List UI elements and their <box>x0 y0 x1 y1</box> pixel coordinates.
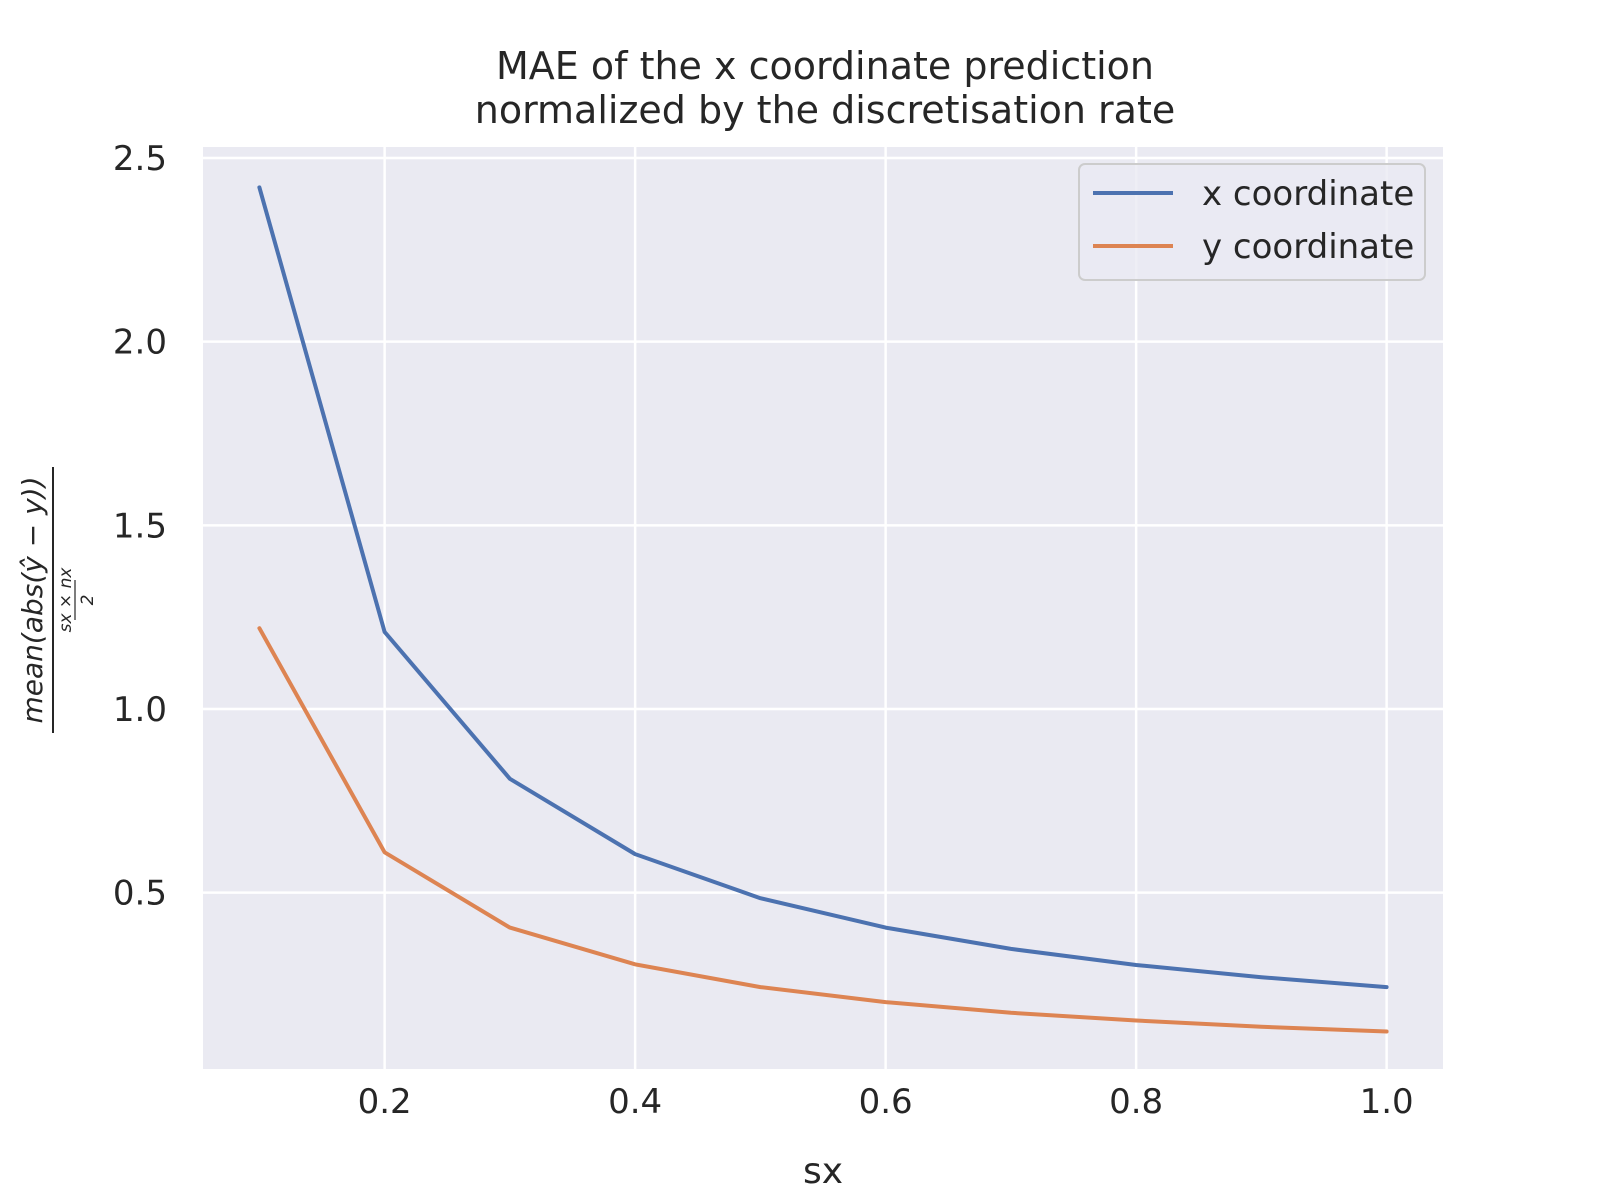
chart-title-line-1: MAE of the x coordinate prediction <box>496 44 1154 88</box>
y-axis-label: mean(abs(ŷ − y)) sx × nx 2 <box>16 467 98 733</box>
legend-label-x-coordinate: x coordinate <box>1202 174 1414 214</box>
series-layer <box>257 185 1389 1034</box>
y-tick-label: 0.5 <box>113 874 167 914</box>
legend: x coordinate y coordinate <box>1078 163 1426 281</box>
y-tick-label: 1.5 <box>113 506 167 546</box>
series-line-x-coordinate <box>257 185 1389 990</box>
series-line-y-coordinate <box>257 626 1389 1034</box>
plot-area <box>203 147 1443 1069</box>
x-tick-label: 0.8 <box>1109 1082 1163 1122</box>
x-tick-label: 0.2 <box>358 1082 412 1122</box>
y-tick-label: 1.0 <box>113 690 167 730</box>
x-tick-label: 0.4 <box>608 1082 662 1122</box>
chart-title-line-2: normalized by the discretisation rate <box>475 88 1176 132</box>
grid <box>203 147 1443 1069</box>
y-axis-label-denominator-bottom: 2 <box>78 595 98 606</box>
x-tick-label: 1.0 <box>1360 1082 1414 1122</box>
legend-label-y-coordinate: y coordinate <box>1202 227 1414 267</box>
y-axis-label-numerator: mean(abs(ŷ − y)) <box>16 476 49 723</box>
y-tick-labels: 0.5 1.0 1.5 2.0 2.5 <box>113 139 167 914</box>
y-tick-label: 2.5 <box>113 139 167 179</box>
x-axis-label: sx <box>803 1151 843 1192</box>
y-tick-label: 2.0 <box>113 323 167 363</box>
y-axis-label-denominator-top: sx × nx <box>56 567 76 633</box>
x-tick-labels: 0.2 0.4 0.6 0.8 1.0 <box>358 1082 1414 1122</box>
x-tick-label: 0.6 <box>859 1082 913 1122</box>
